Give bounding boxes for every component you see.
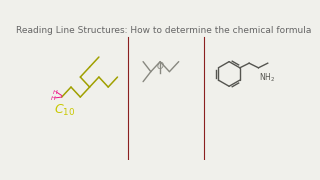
- Text: NH$_2$: NH$_2$: [259, 72, 276, 84]
- Text: $C_{10}$: $C_{10}$: [54, 103, 76, 118]
- Text: H: H: [51, 96, 56, 101]
- Text: H: H: [53, 90, 58, 95]
- Text: O: O: [156, 62, 164, 71]
- Text: Reading Line Structures: How to determine the chemical formula: Reading Line Structures: How to determin…: [16, 26, 312, 35]
